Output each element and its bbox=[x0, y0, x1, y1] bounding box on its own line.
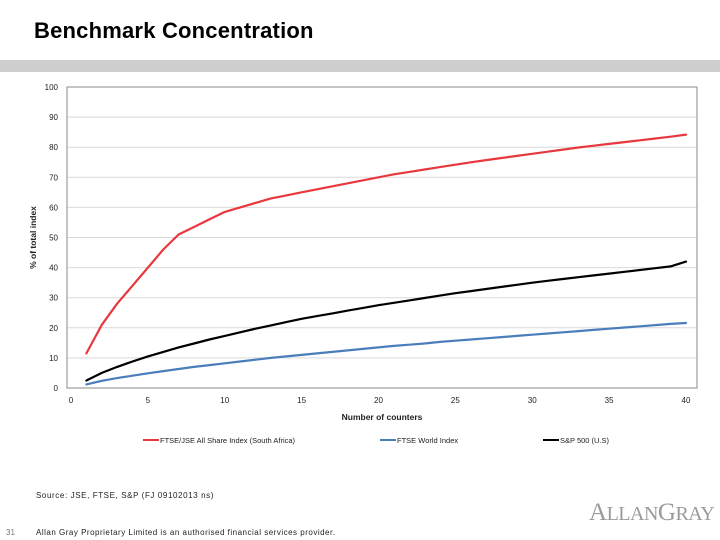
y-axis-title: % of total index bbox=[28, 206, 38, 269]
x-axis-title: Number of counters bbox=[342, 412, 423, 422]
y-tick-label: 60 bbox=[49, 203, 58, 212]
x-tick-label: 15 bbox=[297, 396, 306, 405]
legend-label: FTSE World Index bbox=[397, 436, 458, 445]
slide-title: Benchmark Concentration bbox=[34, 18, 314, 43]
x-tick-label: 25 bbox=[451, 396, 460, 405]
y-tick-label: 40 bbox=[49, 264, 58, 273]
y-tick-label: 100 bbox=[45, 83, 59, 92]
x-tick-label: 5 bbox=[146, 396, 151, 405]
title-underline-bar bbox=[0, 60, 720, 72]
page-number: 31 bbox=[6, 528, 15, 537]
y-tick-label: 30 bbox=[49, 294, 58, 303]
y-tick-label: 20 bbox=[49, 324, 58, 333]
x-tick-label: 10 bbox=[220, 396, 229, 405]
x-tick-label: 40 bbox=[682, 396, 691, 405]
y-tick-label: 0 bbox=[54, 384, 59, 393]
source-note: Source: JSE, FTSE, S&P (FJ 09102013 ns) bbox=[36, 491, 214, 500]
x-tick-label: 35 bbox=[605, 396, 614, 405]
y-tick-label: 50 bbox=[49, 234, 58, 243]
y-tick-label: 70 bbox=[49, 173, 58, 182]
plot-area-border bbox=[66, 86, 698, 389]
concentration-line-chart: 0 10 20 30 40 50 60 70 80 90 100 0 5 10 15 20 25 30 35 40 Nu… bbox=[28, 83, 698, 445]
y-tick-label: 80 bbox=[49, 143, 58, 152]
series-line bbox=[85, 133, 688, 355]
x-tick-label: 30 bbox=[528, 396, 537, 405]
legend-label: S&P 500 (U.S) bbox=[560, 436, 610, 445]
series-line bbox=[85, 321, 688, 386]
y-tick-label: 90 bbox=[49, 113, 58, 122]
x-tick-label: 20 bbox=[374, 396, 383, 405]
disclaimer-text: Allan Gray Proprietary Limited is an aut… bbox=[36, 528, 336, 537]
y-tick-label: 10 bbox=[49, 354, 58, 363]
allan-gray-logo: ALLANGRAY bbox=[589, 499, 715, 526]
legend-label: FTSE/JSE All Share Index (South Africa) bbox=[160, 436, 296, 445]
x-tick-label: 0 bbox=[69, 396, 74, 405]
series-line bbox=[85, 260, 688, 382]
